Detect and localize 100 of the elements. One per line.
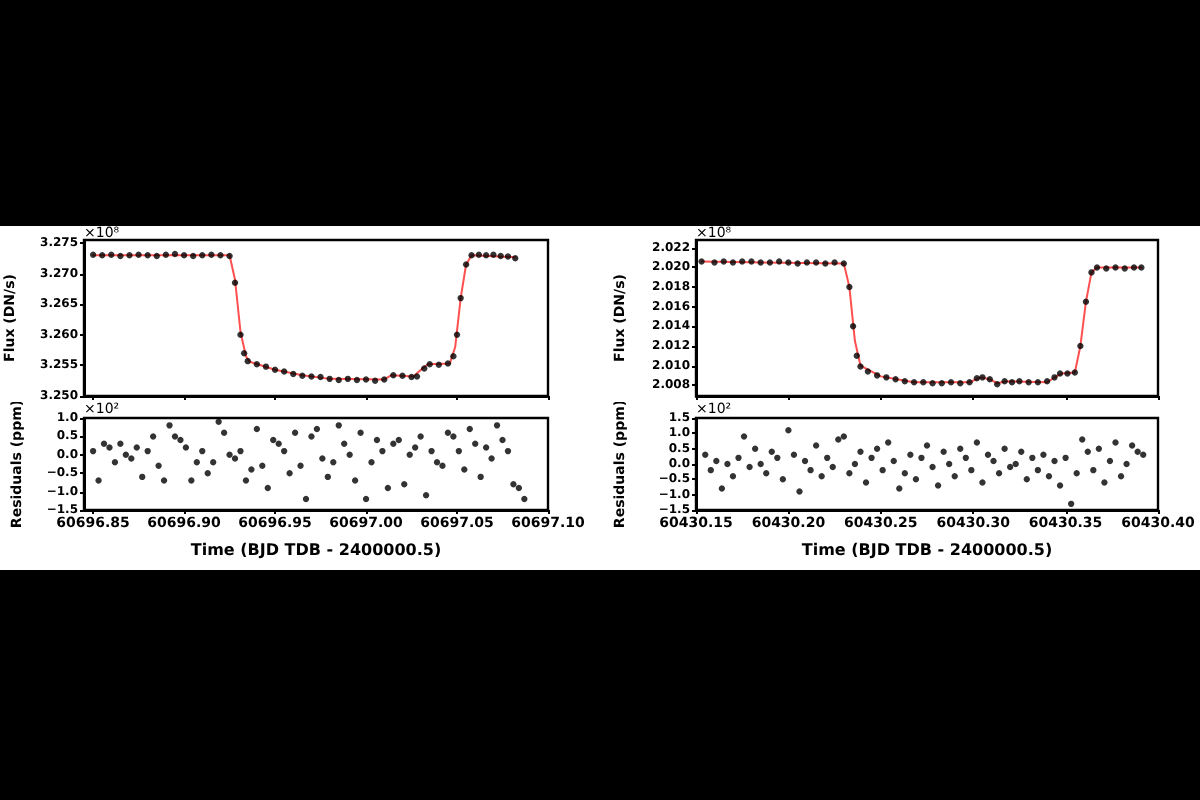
point — [326, 375, 333, 383]
point — [426, 360, 433, 368]
point — [475, 251, 483, 258]
point — [262, 363, 270, 370]
point — [290, 370, 297, 378]
point — [271, 366, 279, 373]
point — [199, 252, 206, 259]
point — [457, 294, 464, 302]
point — [849, 323, 857, 330]
point — [853, 352, 860, 359]
point — [698, 258, 705, 265]
point — [462, 261, 470, 268]
point — [973, 375, 981, 382]
point — [237, 331, 244, 339]
point — [421, 365, 428, 372]
point — [371, 377, 379, 384]
point — [711, 259, 718, 266]
point — [240, 349, 248, 357]
point — [803, 259, 811, 266]
point — [822, 260, 829, 267]
point — [766, 259, 774, 266]
point — [994, 381, 1001, 388]
point — [381, 376, 388, 383]
point — [840, 260, 848, 267]
point — [938, 380, 945, 387]
point — [957, 380, 964, 387]
point — [910, 379, 918, 386]
point — [135, 251, 142, 258]
point — [108, 251, 115, 258]
point — [1064, 370, 1071, 377]
point — [1056, 370, 1064, 377]
point — [757, 259, 764, 266]
point — [317, 373, 324, 381]
point — [453, 331, 461, 339]
point — [929, 380, 936, 387]
point — [153, 252, 160, 260]
point — [1025, 379, 1032, 386]
line-series — [92, 254, 517, 381]
point — [435, 361, 443, 368]
point — [344, 375, 352, 383]
point — [231, 279, 239, 287]
point — [490, 251, 497, 258]
point — [1071, 369, 1079, 376]
point — [117, 252, 124, 260]
x-axis-title: Time (BJD TDB - 2400000.5) — [801, 541, 1053, 559]
point — [468, 252, 475, 259]
point — [444, 360, 452, 367]
point — [1008, 379, 1016, 386]
point — [1121, 265, 1128, 272]
x-axis-title: Time (BJD TDB - 2400000.5) — [190, 541, 442, 559]
point — [180, 252, 188, 259]
point — [126, 252, 133, 259]
point — [920, 379, 927, 386]
point — [775, 258, 783, 265]
point — [162, 251, 170, 258]
point — [846, 283, 853, 291]
point — [208, 251, 215, 258]
point — [1103, 265, 1110, 272]
point — [89, 251, 97, 258]
point — [171, 250, 179, 258]
point — [99, 252, 106, 259]
point — [362, 376, 370, 383]
line-series — [700, 260, 1143, 385]
point — [390, 372, 397, 379]
point — [873, 372, 881, 379]
point — [399, 372, 406, 380]
point — [739, 258, 746, 265]
point — [1077, 342, 1084, 350]
point — [482, 252, 490, 259]
point — [353, 376, 361, 384]
point — [280, 368, 288, 375]
point — [217, 252, 224, 259]
point — [512, 255, 519, 262]
point — [883, 374, 890, 381]
point — [1034, 379, 1042, 386]
point — [901, 378, 909, 385]
point — [1016, 378, 1023, 385]
point — [831, 259, 838, 266]
point — [244, 357, 251, 365]
point — [720, 258, 727, 265]
point — [729, 259, 737, 266]
point — [1001, 378, 1008, 385]
point — [504, 253, 512, 260]
point — [413, 373, 421, 380]
point — [1112, 264, 1119, 271]
point — [1088, 269, 1095, 276]
point — [189, 252, 197, 260]
point — [748, 258, 755, 265]
point — [144, 252, 151, 259]
point — [1051, 374, 1058, 381]
point — [812, 259, 820, 266]
point — [857, 363, 864, 370]
point — [785, 259, 792, 266]
point — [947, 379, 955, 386]
point — [253, 360, 261, 368]
point — [497, 252, 504, 260]
point — [1043, 378, 1051, 385]
point — [335, 376, 342, 384]
point — [979, 374, 986, 381]
point — [1130, 264, 1138, 271]
